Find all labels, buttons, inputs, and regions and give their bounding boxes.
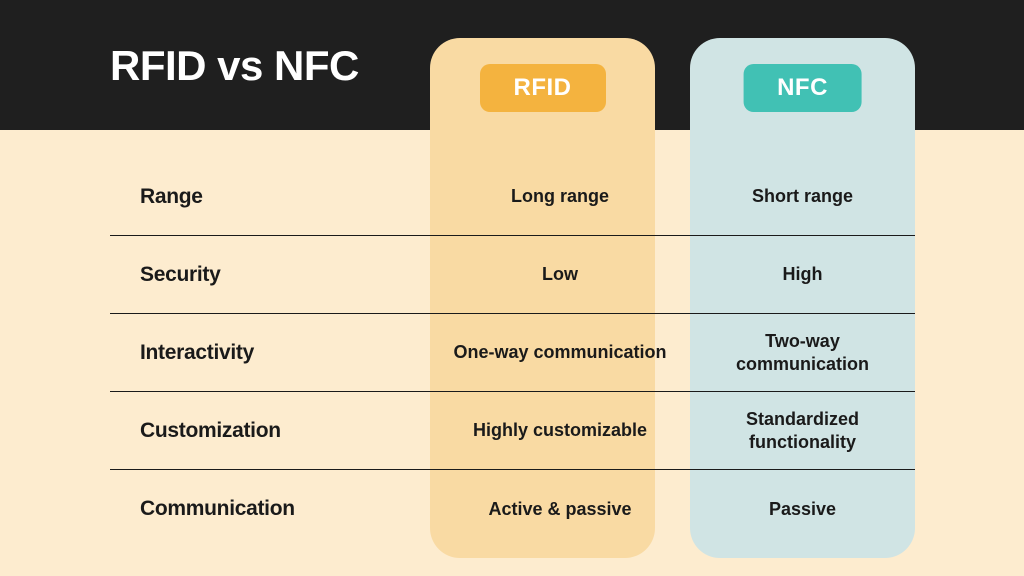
rfid-cell: Long range [430, 185, 690, 208]
table-row: Communication Active & passive Passive [110, 470, 915, 548]
row-label: Communication [110, 497, 430, 521]
nfc-cell: Two-way communication [690, 330, 915, 375]
row-label: Security [110, 263, 430, 287]
table-row: Security Low High [110, 236, 915, 314]
rfid-cell: Highly customizable [430, 419, 690, 442]
nfc-badge: NFC [743, 64, 862, 112]
rfid-badge: RFID [480, 64, 606, 112]
comparison-table: Range Long range Short range Security Lo… [110, 158, 915, 548]
table-row: Interactivity One-way communication Two-… [110, 314, 915, 392]
page-title: RFID vs NFC [110, 42, 359, 90]
rfid-cell: Low [430, 263, 690, 286]
rfid-cell: One-way communication [430, 341, 690, 364]
nfc-cell: Short range [690, 185, 915, 208]
row-label: Customization [110, 419, 430, 443]
nfc-cell: Standardized functionality [690, 408, 915, 453]
nfc-cell: High [690, 263, 915, 286]
nfc-cell: Passive [690, 498, 915, 521]
row-label: Range [110, 185, 430, 209]
rfid-cell: Active & passive [430, 498, 690, 521]
table-row: Range Long range Short range [110, 158, 915, 236]
table-row: Customization Highly customizable Standa… [110, 392, 915, 470]
row-label: Interactivity [110, 341, 430, 365]
